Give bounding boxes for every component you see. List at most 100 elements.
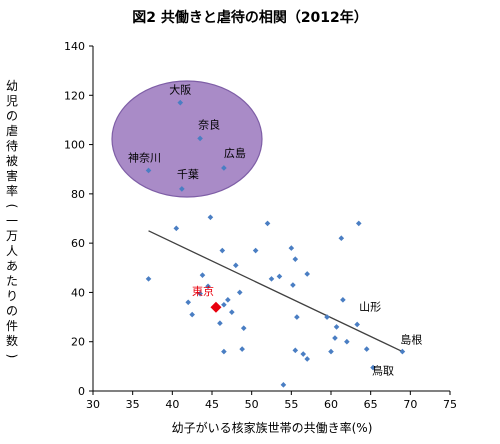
data-point [304,356,310,362]
y-tick-label: 0 [78,385,85,398]
y-tick-label: 20 [71,336,85,349]
x-tick-label: 75 [443,398,457,411]
y-axis-title-char: り [6,289,18,303]
x-tick-label: 30 [86,398,100,411]
data-point [340,297,346,303]
data-point [207,214,214,221]
data-point [145,167,152,174]
data-point [185,299,191,306]
data-point [219,247,226,254]
data-point [205,283,211,290]
data-point [189,311,195,318]
x-tick-label: 60 [324,398,338,411]
data-point [177,99,184,106]
y-axis-title-char: 件 [6,319,18,333]
y-axis-title-char: 数 [6,333,18,348]
point-label: 東京 [192,284,214,298]
y-axis-title-char: 被 [6,154,18,168]
points-layer [145,99,406,388]
y-axis-title-char: 害 [6,168,18,183]
y-tick-label: 120 [64,89,85,102]
data-point [344,338,350,345]
y-axis-title-char: の [6,304,18,318]
point-label: 鳥取 [372,364,394,378]
x-tick-label: 40 [165,398,179,411]
y-tick-label: 100 [64,139,85,152]
point-label: 島根 [400,333,422,347]
data-point [370,364,376,371]
data-point [221,301,227,308]
y-axis-title-char: 待 [6,139,18,153]
x-tick-label: 65 [364,398,378,411]
data-point [239,346,245,352]
data-point [233,262,239,269]
data-point [264,220,271,227]
data-point [221,165,227,171]
y-axis-title-char: の [6,109,18,123]
y-tick-label: 140 [64,40,85,53]
y-axis-title-char: 率 [6,183,18,198]
data-point [240,325,247,331]
data-point [221,348,227,355]
data-point [338,235,345,242]
y-tick-label: 60 [71,237,85,250]
data-point [363,346,370,352]
y-axis-title-char: 幼 [6,79,18,93]
data-point [304,271,310,277]
chart-title: 図2 共働きと虐待の相関（2012年） [132,9,368,26]
y-axis-title-char: 一 [6,214,18,228]
data-point [173,225,180,232]
data-point [280,382,287,388]
data-point [145,276,152,282]
data-point [332,335,338,341]
point-label: 大阪 [169,83,191,97]
data-point [217,320,223,327]
data-point [179,186,185,192]
y-axis-title-char: 人 [6,244,18,258]
x-axis-title: 幼子がいる核家族世帯の共働き率(%) [172,420,373,435]
point-label: 山形 [359,300,381,313]
y-tick-label: 40 [71,286,85,299]
axes: 0 20 40 60 80 100 120 140 30 35 40 45 50 55 60 65 70 75 [64,40,457,411]
data-point [328,348,334,355]
data-point [292,256,299,262]
data-point [333,324,340,330]
y-axis-title-char: 児 [6,94,18,108]
x-tick-label: 35 [126,398,140,411]
y-axis-title-char: た [6,274,18,288]
x-tick-label: 45 [205,398,219,411]
y-axis-title-char: ) [5,354,19,359]
data-point [197,135,203,142]
y-axis-title-char: ( [5,204,19,209]
data-point [268,276,275,282]
data-point [300,351,307,357]
y-axis-title-char: 万 [6,229,18,243]
y-axis-title-char: あ [6,259,18,273]
data-point [199,272,206,278]
point-label: 神奈川 [128,150,161,164]
trendline-layer [148,230,403,353]
data-point [290,282,296,288]
y-axis-title-char: 虐 [6,124,18,138]
data-point [252,247,259,254]
point-label: 千葉 [177,167,199,181]
data-point [288,245,295,251]
data-point [229,309,235,315]
point-label: 広島 [224,146,246,160]
data-point [197,290,203,297]
y-tick-label: 80 [71,188,85,201]
data-point [292,347,299,354]
data-point-highlight [210,301,222,313]
trendline [148,230,403,353]
data-point [276,273,283,280]
point-label: 奈良 [198,117,220,131]
data-point [399,348,406,355]
x-tick-label: 70 [403,398,417,411]
data-point [294,314,300,320]
data-point [236,289,243,296]
data-point [355,220,362,227]
